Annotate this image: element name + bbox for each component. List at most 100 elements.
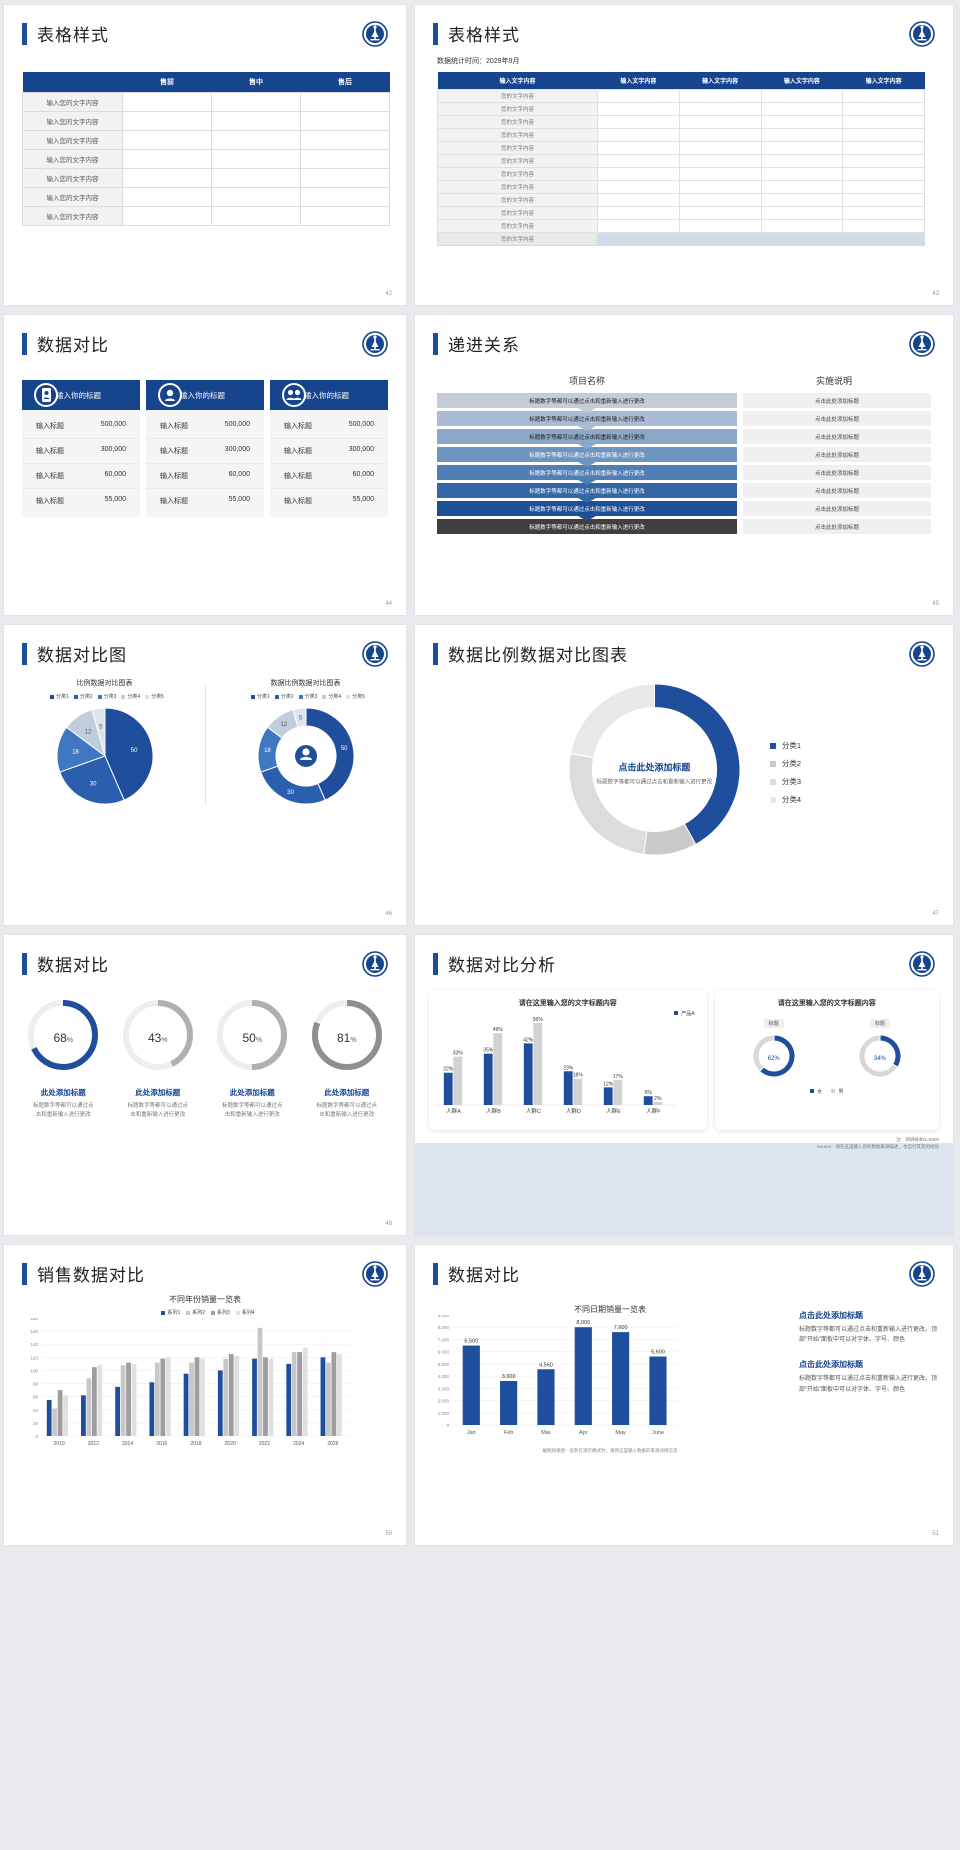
metric-row: 输入标题 300,000 (146, 439, 264, 464)
grouped-bar-chart: 22% 33% 人群A 35% 49% 人群B 42% 56% 人群C 23% … (435, 1017, 675, 1115)
panel-title: 请在这里输入您的文字标题内容 (518, 1000, 617, 1007)
funnel-note[interactable]: 点击此处添加标题 (743, 501, 931, 516)
footnote-1: 注：调研样本N=9000 (896, 1137, 939, 1142)
svg-text:40: 40 (33, 1408, 39, 1413)
chart-row: 点击此处添加标题 标题数字等都可以通过点击和重新输入进行更改 分类1 分类2 分类3… (415, 682, 953, 862)
legend-item: 系列2 (180, 1310, 205, 1316)
gender-donut: 标题 34% (857, 1012, 903, 1084)
slide-42: 表格样式 42 售前 售中 售后 输入您的文字内容 输入您的文字内容 输入您的文字内容输… (3, 4, 407, 306)
svg-text:18%: 18% (573, 1073, 584, 1079)
funnel-note[interactable]: 点击此处添加标题 (743, 519, 931, 534)
card-header: 输入你的标题 (270, 380, 388, 410)
table-row: 您的文字内容 (437, 89, 925, 103)
metric-row: 输入标题 55,000 (22, 489, 140, 513)
page-title: 数据对比分析 (448, 956, 556, 975)
bar-chart: 0 1,000 2,000 3,000 4,000 5,000 6,000 7,… (438, 1313, 677, 1436)
funnel-bar[interactable]: 标题数字等都可以通过点击和重新输入进行更改 (437, 465, 737, 480)
svg-text:June: June (652, 1430, 664, 1436)
ring-canvas: 50% (215, 998, 289, 1077)
metric-row: 输入标题 55,000 (146, 489, 264, 513)
table-row: 您的文字内容 (437, 102, 925, 116)
svg-text:42%: 42% (523, 1037, 534, 1043)
svg-text:7,600: 7,600 (614, 1325, 628, 1331)
svg-text:22%: 22% (443, 1067, 454, 1073)
legend-item: 分类5 (341, 694, 365, 700)
funnel-bar[interactable]: 标题数字等都可以通过点击和重新输入进行更改 (437, 447, 737, 462)
funnel-bar[interactable]: 标题数字等都可以通过点击和重新输入进行更改 (437, 483, 737, 498)
slide-header: 数据对比 (415, 1245, 953, 1286)
svg-text:3,000: 3,000 (438, 1386, 450, 1391)
funnel-note[interactable]: 点击此处添加标题 (743, 393, 931, 408)
metric-row: 输入标题 55,000 (270, 489, 388, 513)
svg-text:60: 60 (33, 1395, 39, 1400)
pie-chart (858, 1034, 902, 1078)
pie-panel-2: 数据比例数据对比图表 分类1 分类2 分类3 分类4 分类5 50 30 18 12 5 (205, 678, 406, 811)
footnotes: 注：调研样本N=9000 Source：请在这里输入您的数据来源描述，也自行其变… (415, 1136, 939, 1150)
slide-50: 销售数据对比 50 不同年份销量一览表 系列1 系列2 系列3 系列4 0 20 40… (3, 1244, 407, 1546)
legend-item[interactable]: 分类2 (769, 758, 801, 769)
ring-caption: 此处添加标题 (229, 1088, 275, 1097)
funnel-bar[interactable]: 标题数字等都可以通过点击和重新输入进行更改 (437, 501, 737, 516)
data-table: 售前 售中 售后 输入您的文字内容 输入您的文字内容 输入您的文字内容 输入您的文字内容输… (22, 72, 390, 226)
svg-text:2024: 2024 (293, 1441, 304, 1447)
title-accent-bar (22, 22, 27, 45)
kpi-ring: 81% 此处添加标题 标题数字等都可以通过点击和重新输入进行更改 (302, 998, 393, 1120)
slide-header: 表格样式 (4, 5, 406, 46)
pie-panel-1: 比例数据对比图表 分类1 分类2 分类3 分类4 分类5 50 30 18 12 5 (4, 678, 205, 811)
metric-value: 300,000 (100, 446, 126, 453)
table-row: 输入您的文字内容 (22, 130, 390, 150)
table-row: 输入您的文字内容 (22, 92, 390, 112)
funnel-note[interactable]: 点击此处添加标题 (743, 411, 931, 426)
ring-value: 81% (336, 1030, 357, 1045)
legend-item: 分类4 (116, 694, 140, 700)
svg-text:140: 140 (30, 1342, 38, 1347)
funnel-note[interactable]: 点击此处添加标题 (743, 429, 931, 444)
page-title: 表格样式 (448, 26, 520, 45)
title-accent-bar (433, 1262, 438, 1285)
funnel-bar[interactable]: 标题数字等都可以通过点击和重新输入进行更改 (437, 411, 737, 426)
legend-item: 分类3 (294, 694, 317, 700)
funnel-bar[interactable]: 标题数字等都可以通过点击和重新输入进行更改 (437, 519, 737, 534)
text-column: 点击此处添加标题 标题数字等都可以通过点击和重新输入进行更改。顶部“开始”面板中可… (793, 1296, 953, 1454)
donut-tag: 标题 (763, 1019, 784, 1028)
metric-row: 输入标题 60,000 (22, 464, 140, 489)
legend-item: 分类1 (246, 694, 270, 700)
university-emblem-icon (362, 21, 388, 47)
data-card: 输入你的标题 输入标题 500,000 输入标题 300,000 输入标题 60,000 输… (146, 380, 264, 517)
page-title: 数据比例数据对比图表 (448, 646, 628, 665)
funnel-note[interactable]: 点击此处添加标题 (743, 465, 931, 480)
title-accent-bar (22, 952, 27, 975)
svg-text:人群D: 人群D (566, 1107, 581, 1115)
table-row: 您的文字内容 (437, 141, 925, 155)
chart-title: 比例数据对比图表 (76, 680, 133, 687)
legend-item[interactable]: 分类3 (769, 776, 801, 787)
metric-row: 输入标题 60,000 (146, 464, 264, 489)
legend-item: 分类5 (140, 694, 164, 700)
legend-item: 分类3 (93, 694, 116, 700)
pie-chart (568, 683, 741, 856)
slide-47: 数据比例数据对比图表 47 点击此处添加标题 标题数字等都可以通过点击和重新输入… (414, 624, 954, 926)
funnel-note[interactable]: 点击此处添加标题 (743, 447, 931, 462)
metric-label: 输入标题 (160, 448, 188, 455)
university-emblem-icon (909, 21, 935, 47)
funnel-bar[interactable]: 标题数字等都可以通过点击和重新输入进行更改 (437, 393, 737, 408)
legend-item: 系列4 (230, 1310, 255, 1316)
block-body: 标题数字等都可以通过点击和重新输入进行更改。顶部“开始”面板中可以对字体、字号、… (799, 1376, 938, 1393)
svg-text:5: 5 (299, 715, 303, 721)
funnel-bar[interactable]: 标题数字等都可以通过点击和重新输入进行更改 (437, 429, 737, 444)
legend-item[interactable]: 分类4 (769, 794, 801, 805)
slide-number: 47 (932, 911, 939, 917)
svg-text:33%: 33% (453, 1051, 464, 1057)
chart-legend: 分类1 分类2 分类3 分类4 分类5 (205, 693, 406, 700)
metric-value: 55,000 (104, 496, 126, 503)
svg-text:50: 50 (130, 748, 137, 754)
metric-value: 300,000 (348, 446, 374, 453)
legend-item: 分类2 (69, 694, 93, 700)
funnel-note[interactable]: 点击此处添加标题 (743, 483, 931, 498)
legend-item[interactable]: 分类1 (769, 740, 801, 751)
svg-text:Apr: Apr (579, 1430, 588, 1436)
svg-text:5,000: 5,000 (438, 1362, 450, 1367)
metric-value: 60,000 (104, 471, 126, 478)
card-body: 输入标题 500,000 输入标题 300,000 输入标题 60,000 输入标题 55,0… (22, 410, 140, 517)
table-row: 您的文字内容 (437, 167, 925, 181)
